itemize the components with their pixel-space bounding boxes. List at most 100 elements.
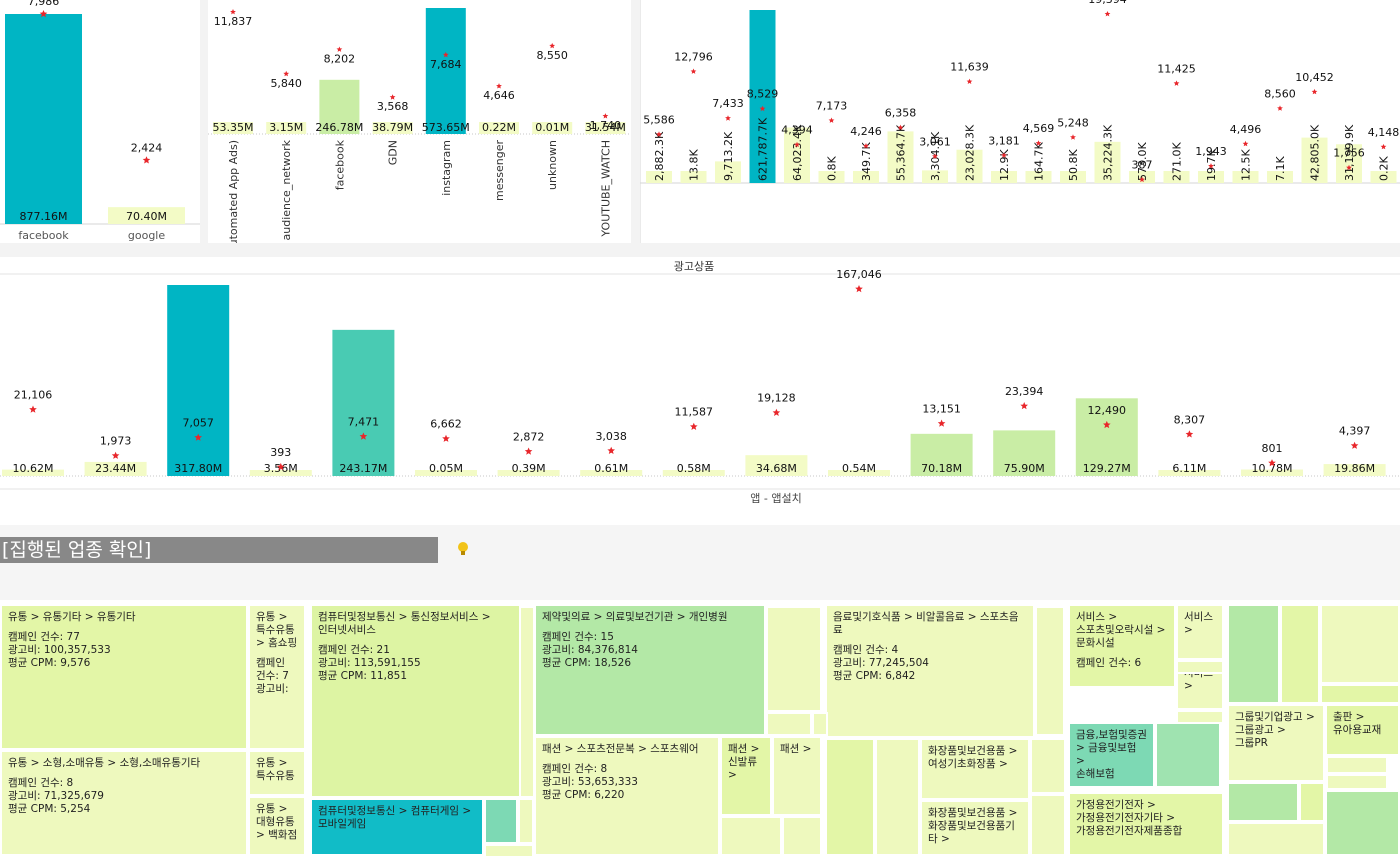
secondary-value-marker (759, 105, 766, 112)
category-label: instagram (440, 140, 453, 196)
treemap-cell[interactable] (1326, 756, 1388, 774)
secondary-value-marker (1350, 441, 1359, 449)
treemap-cell[interactable] (720, 816, 782, 856)
treemap-cell[interactable] (1176, 660, 1224, 674)
treemap-cell[interactable]: 유통 > 대형유통 > 백화점 (248, 796, 306, 856)
treemap-cell[interactable]: 패션 > 신발류 > (720, 736, 772, 816)
bar-value-label: 573.65M (422, 121, 470, 134)
treemap-cell[interactable] (518, 798, 534, 844)
secondary-value-label: 6,358 (885, 107, 917, 120)
treemap-cell[interactable] (1227, 822, 1325, 856)
bar (425, 8, 466, 134)
secondary-value-label: 4,394 (781, 124, 813, 137)
treemap-cell[interactable]: 서비스 > 스포츠및오락시설 > 문화시설 캠페인 건수: 6 (1068, 604, 1176, 688)
treemap-cell[interactable] (1030, 794, 1066, 856)
treemap-cell[interactable] (875, 738, 920, 856)
secondary-value-label: 8,529 (747, 88, 779, 101)
treemap-spend-label: 광고비: 53,653,333 (542, 776, 638, 788)
treemap-cell[interactable] (1326, 774, 1388, 790)
bar-value-label: 12.9K (998, 149, 1011, 181)
treemap-cell[interactable] (766, 606, 822, 712)
treemap-cell[interactable] (519, 606, 535, 798)
treemap-cell[interactable]: 화장품및보건용품 > 화장품및보건용품기타 > (920, 800, 1030, 856)
treemap-cell[interactable]: 가정용전기전자 > 가정용전기전자기타 > 가정용전기전자제품종합 (1068, 792, 1224, 856)
secondary-value-label: 7,173 (816, 99, 848, 112)
bar-value-label: 243.17M (339, 462, 387, 475)
treemap-category-label: 제약및의료 > 의료및보건기관 > 개인병원 (542, 611, 728, 623)
secondary-value-label: 3,061 (919, 135, 951, 148)
bar-value-label: 0.22M (482, 121, 516, 134)
treemap-cell[interactable] (1155, 722, 1221, 788)
bar-value-label: 50.8K (1067, 149, 1080, 181)
bar-value-label: 35,224.3K (1102, 124, 1115, 181)
category-label: facebook (18, 229, 69, 242)
treemap-cell[interactable]: 금융,보험및증권 > 금융및보험 > 손해보험 (1068, 722, 1155, 788)
bar (532, 122, 573, 134)
bar (828, 470, 890, 476)
secondary-value-label: 3,038 (595, 430, 627, 443)
treemap-category-label: 유통 > 소형,소매유통 > 소형,소매유통기타 (8, 757, 201, 769)
secondary-value-marker (442, 51, 449, 58)
treemap-cell[interactable] (1035, 606, 1065, 736)
secondary-value-marker (1070, 134, 1076, 140)
treemap-cell[interactable]: 유통 > 소형,소매유통 > 소형,소매유통기타 캠페인 건수: 8 광고비: 71… (0, 750, 248, 856)
treemap-campaigns-label: 캠페인 건수: 6 (1076, 657, 1142, 669)
secondary-value-marker (690, 422, 698, 430)
treemap-cell[interactable]: 화장품및보건용품 > 여성기초화장품 > (920, 738, 1030, 800)
secondary-value-marker (725, 115, 731, 121)
treemap-cell[interactable] (1325, 790, 1400, 856)
panel-gap (0, 243, 1400, 257)
bar-value-label: 0.2K (1378, 156, 1391, 181)
lightbulb-icon[interactable] (457, 541, 469, 557)
bar (1301, 137, 1328, 183)
treemap-cell[interactable] (812, 712, 828, 736)
secondary-value-label: 4,496 (1230, 123, 1262, 136)
treemap-cell[interactable] (1320, 604, 1400, 684)
secondary-value-label: 7,471 (348, 415, 380, 428)
treemap-cell[interactable]: 출판 > 유아용교재 (1325, 704, 1400, 756)
bar-value-label: 55,364.7K (895, 124, 908, 181)
treemap-spend-label: 광고비: 84,376,814 (542, 644, 638, 656)
treemap-cell[interactable]: 음료및기호식품 > 비알콜음료 > 스포츠음료 캠페인 건수: 4 광고비: 77,… (825, 604, 1035, 738)
treemap-cell[interactable] (1227, 782, 1299, 822)
treemap-cell[interactable] (766, 712, 812, 736)
treemap-cell[interactable] (1299, 782, 1325, 822)
treemap-cell[interactable] (1280, 604, 1320, 704)
treemap-cell[interactable] (1227, 604, 1280, 704)
treemap-cell[interactable] (1320, 684, 1400, 704)
secondary-value-label: 6,662 (430, 418, 462, 431)
bar (319, 79, 360, 134)
bar (1198, 171, 1224, 183)
treemap-cell[interactable]: 패션 > (772, 736, 822, 816)
treemap-cpm-label: 평균 CPM: 6,220 (542, 789, 625, 801)
treemap-cell[interactable]: 컴퓨터및정보통신 > 컴퓨터게임 > 모바일게임 (310, 798, 484, 856)
treemap-cpm-label: 평균 CPM: 9,576 (8, 657, 91, 669)
treemap-cell[interactable] (1030, 738, 1066, 794)
secondary-value-marker (1311, 88, 1318, 95)
treemap-cell[interactable] (484, 798, 518, 844)
treemap-cell[interactable] (782, 816, 822, 856)
treemap-cell[interactable]: 제약및의료 > 의료및보건기관 > 개인병원 캠페인 건수: 15 광고비: 84,… (534, 604, 766, 736)
treemap-cell[interactable]: 유통 > 유통기타 > 유통기타 캠페인 건수: 77 광고비: 100,357,5… (0, 604, 248, 750)
treemap-cell[interactable]: 유통 > 특수유통 (248, 750, 306, 796)
treemap-cell[interactable]: 컴퓨터및정보통신 > 통신정보서비스 > 인터넷서비스 캠페인 건수: 21 광고비… (310, 604, 522, 798)
panel-divider (200, 0, 208, 243)
secondary-value-label: 19,394 (1088, 0, 1127, 6)
treemap-cell[interactable]: 패션 > 스포츠전문복 > 스포츠웨어 캠페인 건수: 8 광고비: 53,653,… (534, 736, 720, 856)
secondary-value-marker (524, 447, 533, 455)
treemap-cell[interactable]: 그룹및기업광고 > 그룹광고 > 그룹PR (1227, 704, 1325, 782)
treemap-cell[interactable]: 서비스 > (1176, 604, 1224, 660)
bar (1232, 171, 1259, 183)
secondary-value-marker (656, 131, 662, 137)
secondary-value-label: 5,840 (270, 77, 302, 90)
bar-value-label: 0.54M (842, 462, 876, 475)
treemap-category-label: 그룹및기업광고 > 그룹광고 > 그룹PR (1235, 711, 1315, 749)
treemap-category-label: 화장품및보건용품 > 화장품및보건용품기타 > (928, 807, 1018, 845)
treemap-category-label: 패션 > 스포츠전문복 > 스포츠웨어 (542, 743, 699, 755)
secondary-value-label: 11,425 (1157, 62, 1196, 75)
treemap-cell[interactable] (825, 738, 875, 856)
treemap-cell[interactable]: 유통 > 특수유통 > 홈쇼핑 캠페인 건수: 7 광고비: (248, 604, 306, 750)
secondary-value-marker (1173, 80, 1180, 86)
bar-value-label: 3.15M (269, 121, 303, 134)
secondary-value-marker (607, 446, 615, 454)
